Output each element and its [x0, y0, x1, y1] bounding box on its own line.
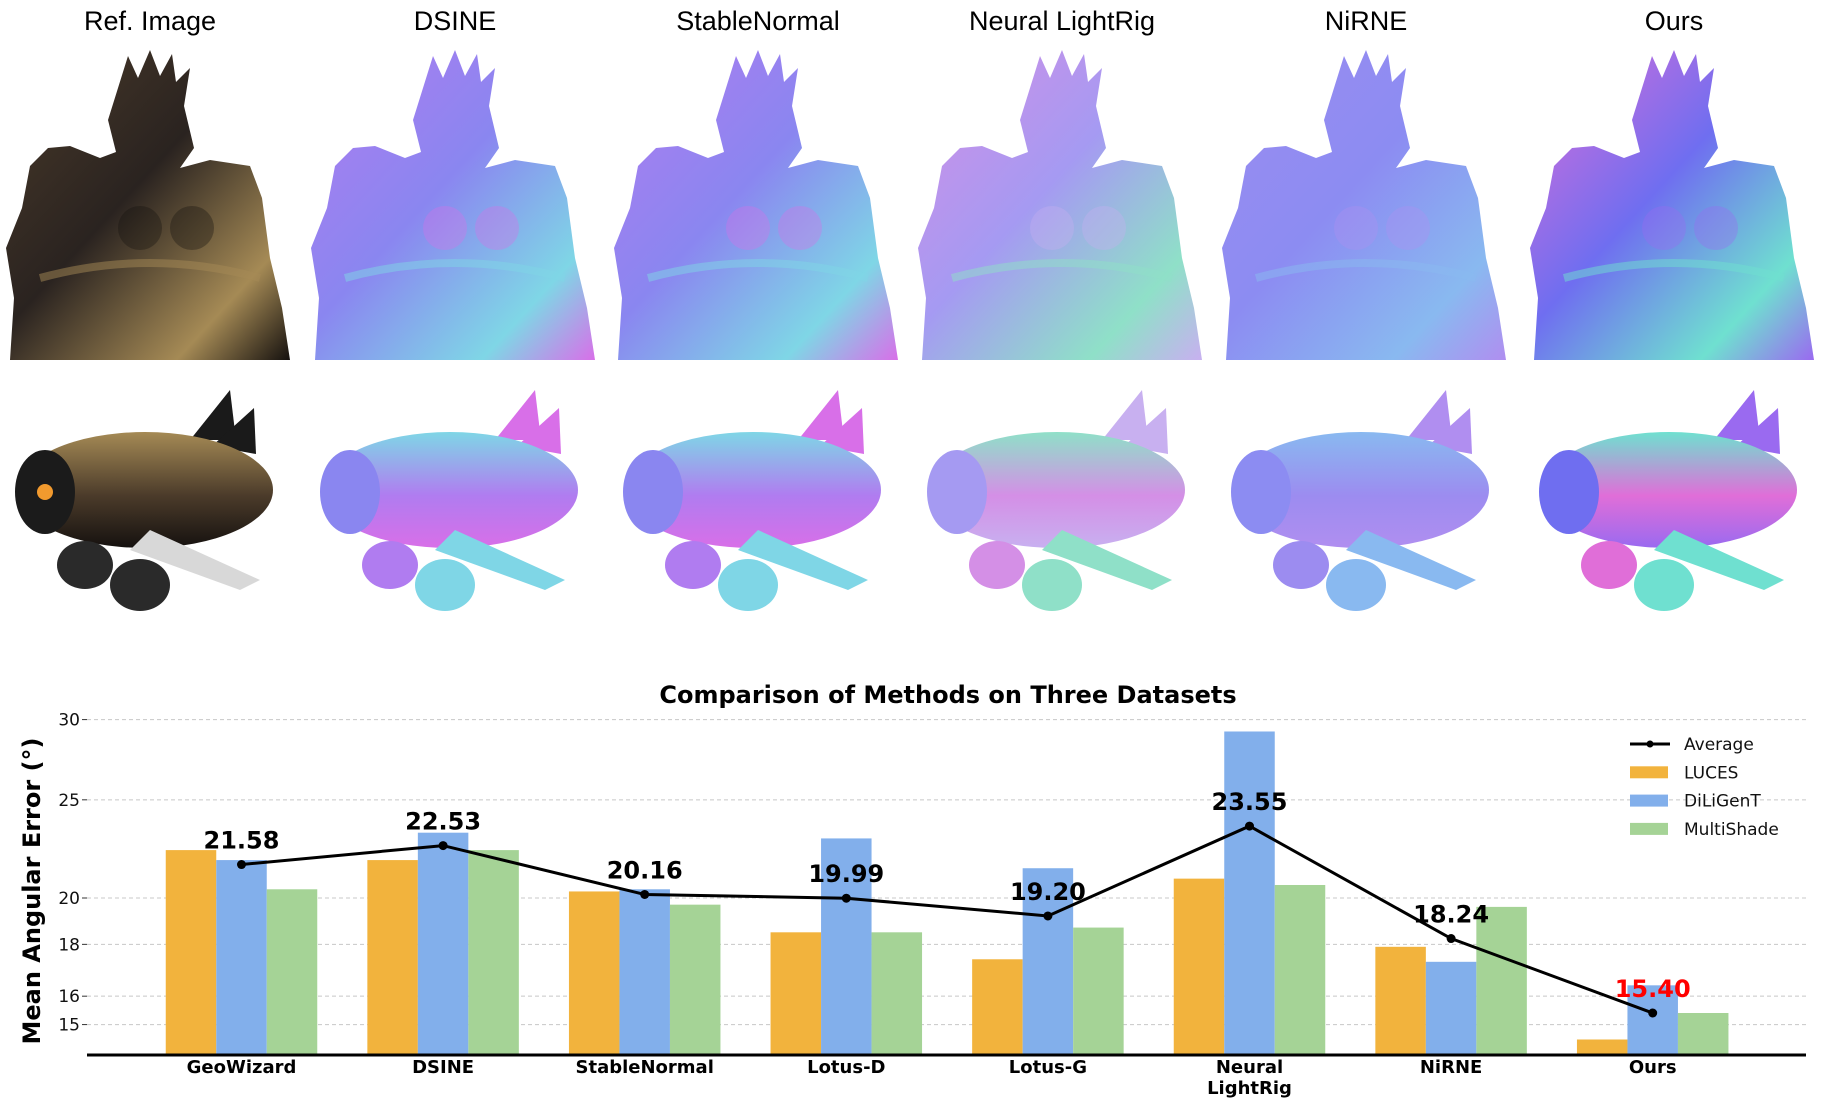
- bar-multishade: [871, 932, 923, 1055]
- x-tick-label: Ours: [1629, 1057, 1677, 1078]
- average-point: [1245, 821, 1254, 831]
- chart-legend: Average LUCES DiLiGenT MultiShade: [1630, 735, 1779, 840]
- bar-diligent: [216, 860, 267, 1055]
- bar-luces: [165, 850, 217, 1055]
- warrior-image-neural-lightrig: [912, 48, 1212, 360]
- average-point: [438, 841, 448, 851]
- average-point: [640, 889, 650, 899]
- column-title-ref-image: Ref. Image: [83, 6, 217, 36]
- column-title-dsine: DSINE: [413, 6, 497, 36]
- y-tick-label: 30: [58, 711, 80, 731]
- x-tick-label: NiRNE: [1420, 1057, 1482, 1078]
- x-tick-label: Neural: [1216, 1057, 1283, 1078]
- x-tick-label: LightRig: [1207, 1078, 1292, 1099]
- bar-multishade: [1476, 906, 1527, 1055]
- column-title-ours: Ours: [1644, 6, 1704, 36]
- bar-multishade: [1073, 927, 1124, 1055]
- warrior-image-dsine: [305, 48, 605, 360]
- bar-diligent: [1627, 985, 1678, 1055]
- average-point: [841, 893, 851, 903]
- bar-multishade: [1274, 884, 1326, 1055]
- average-point: [1043, 911, 1053, 921]
- column-title-stablenormal: StableNormal: [676, 6, 840, 36]
- spaceship-image-nirne: [1216, 380, 1516, 625]
- average-value-label: 15.40: [1615, 975, 1691, 1003]
- average-value-label: 20.16: [607, 856, 683, 884]
- average-value-label: 19.99: [808, 860, 884, 888]
- y-tick-label: 20: [58, 889, 80, 909]
- average-point: [237, 860, 246, 870]
- spaceship-image-ref-image: [0, 380, 300, 625]
- average-point: [1446, 934, 1456, 944]
- legend-label-average: Average: [1684, 735, 1754, 755]
- bar-multishade: [669, 904, 721, 1055]
- chart-axes: 15 16 18 20 25 30 GeoWizard DSINE StableNormal Lo…: [58, 711, 1806, 1099]
- bar-diligent: [417, 832, 469, 1055]
- x-tick-label: Lotus-G: [1009, 1057, 1087, 1078]
- bar-diligent: [821, 838, 872, 1055]
- y-tick-label: 15: [58, 1016, 80, 1036]
- bar-multishade: [266, 889, 318, 1055]
- x-tick-label: DSINE: [412, 1057, 474, 1078]
- bar-luces: [770, 932, 822, 1055]
- x-tick-label: Lotus-D: [807, 1057, 885, 1078]
- spaceship-image-neural-lightrig: [912, 380, 1212, 625]
- value-labels: 21.58 22.53 20.16 19.99 19.20 23.55 18.24 15.40: [204, 788, 1691, 1003]
- bar-multishade: [1677, 1013, 1729, 1055]
- average-value-label: 18.24: [1413, 901, 1489, 929]
- average-value-label: 23.55: [1212, 788, 1288, 816]
- legend-swatch-multishade: [1630, 822, 1668, 835]
- column-title-neural-lightrig: Neural LightRig: [968, 6, 1156, 36]
- x-tick-label: StableNormal: [576, 1057, 714, 1078]
- bar-multishade: [468, 850, 519, 1055]
- legend-point-swatch: [1646, 740, 1654, 748]
- bar-diligent: [1224, 731, 1275, 1055]
- bar-luces: [1173, 878, 1225, 1055]
- chart-bars: [165, 731, 1729, 1055]
- warrior-image-nirne: [1216, 48, 1516, 360]
- bar-luces: [568, 891, 620, 1055]
- warrior-image-ours: [1524, 48, 1824, 360]
- bar-luces: [972, 959, 1023, 1055]
- legend-label-diligent: DiLiGenT: [1684, 792, 1761, 812]
- bar-diligent: [1425, 961, 1477, 1055]
- y-tick-label: 25: [58, 791, 80, 811]
- warrior-image-stablenormal: [608, 48, 908, 360]
- legend-swatch-diligent: [1630, 794, 1668, 807]
- y-tick-label: 18: [58, 935, 80, 955]
- average-value-label: 21.58: [204, 827, 280, 855]
- legend-swatch-luces: [1630, 766, 1668, 779]
- average-line: [237, 821, 1658, 1018]
- bar-luces: [1576, 1039, 1628, 1055]
- column-title-nirne: NiRNE: [1324, 6, 1408, 36]
- legend-label-luces: LUCES: [1684, 763, 1738, 783]
- x-tick-label: GeoWizard: [187, 1057, 297, 1078]
- average-value-label: 19.20: [1010, 878, 1086, 906]
- spaceship-image-stablenormal: [608, 380, 908, 625]
- spaceship-image-dsine: [305, 380, 605, 625]
- bar-luces: [367, 860, 418, 1055]
- average-point: [1648, 1008, 1658, 1018]
- spaceship-image-ours: [1524, 380, 1824, 625]
- warrior-image-ref-image: [0, 48, 300, 360]
- bar-diligent: [1022, 868, 1074, 1055]
- bar-diligent: [619, 889, 670, 1055]
- y-tick-label: 16: [58, 987, 80, 1007]
- chart-title: Comparison of Methods on Three Datasets: [659, 681, 1236, 709]
- average-polyline: [241, 824, 1654, 1015]
- average-value-label: 22.53: [405, 808, 481, 836]
- legend-label-multishade: MultiShade: [1684, 820, 1779, 840]
- y-axis-label: Mean Angular Error (°): [18, 737, 46, 1044]
- chart-gridlines: [87, 719, 1806, 1026]
- bar-luces: [1375, 946, 1426, 1055]
